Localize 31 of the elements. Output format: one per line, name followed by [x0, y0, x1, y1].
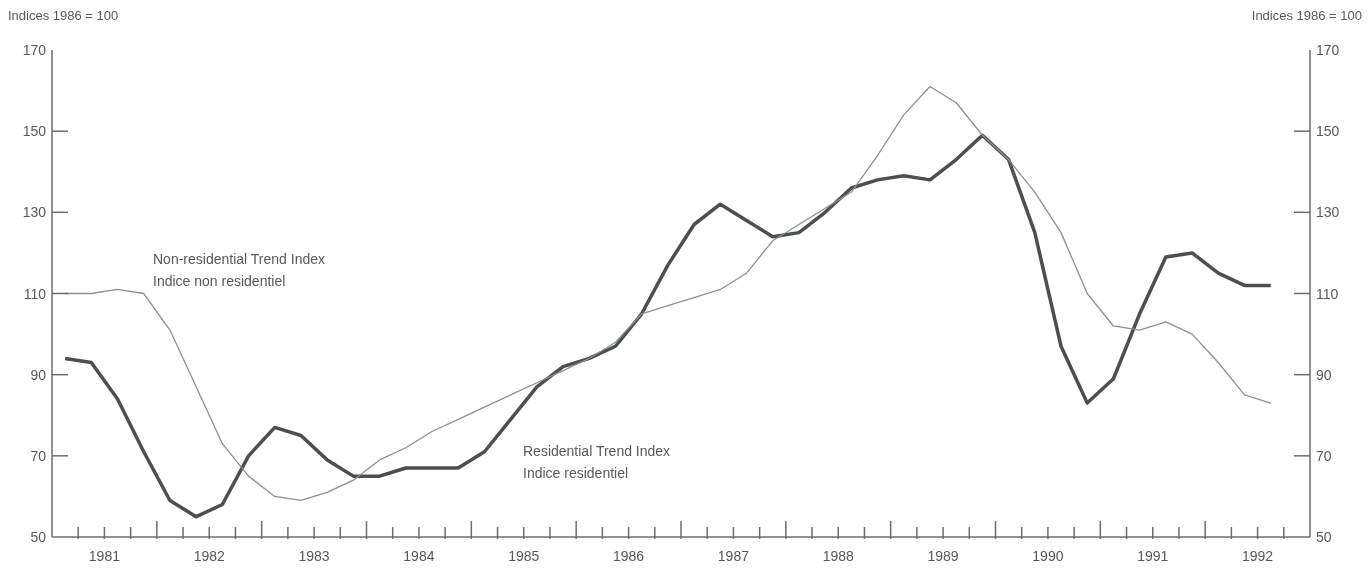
y2-tick-label: 170	[1316, 42, 1340, 58]
line-series	[63, 133, 1273, 519]
y2-tick-label: 90	[1316, 366, 1332, 383]
y2-tick-label: 50	[1316, 529, 1332, 545]
x-tick-label: 1989	[927, 548, 959, 564]
y-axis-title: Indices 1986 = 100	[8, 8, 119, 23]
x-tick-label: 1982	[193, 548, 226, 564]
y2-axis-title: Indices 1986 = 100	[1251, 8, 1362, 23]
y2-tick-label: 110	[1316, 285, 1339, 302]
y-tick-label: 90	[30, 366, 47, 383]
x-tick-label: 1991	[1137, 548, 1169, 564]
y2-tick-label: 150	[1316, 123, 1340, 140]
series-label: Non-residential Trend Index Indice non residentiel	[153, 250, 325, 291]
x-tick-label: 1986	[613, 548, 645, 564]
y-tick-label: 50	[30, 529, 47, 545]
x-tick-label: 1990	[1032, 548, 1064, 564]
y2-tick-label: 130	[1316, 204, 1340, 221]
y-tick-label: 150	[22, 123, 47, 140]
x-tick-label: 1985	[508, 548, 540, 564]
series-label: Residential Trend Index Indice residentiel	[523, 442, 671, 483]
x-tick-label: 1983	[298, 548, 330, 564]
y-tick-label: 110	[23, 285, 47, 302]
x-tick-label: 1981	[88, 548, 121, 564]
y2-tick-label: 70	[1316, 447, 1332, 464]
x-tick-label: 1988	[822, 548, 855, 564]
y-tick-label: 130	[22, 204, 47, 221]
y-tick-label: 70	[30, 447, 47, 464]
x-tick-label: 1992	[1242, 548, 1274, 564]
x-tick-label: 1987	[717, 548, 750, 564]
x-tick-label: 1984	[403, 548, 435, 564]
y-tick-label: 170	[22, 42, 47, 58]
